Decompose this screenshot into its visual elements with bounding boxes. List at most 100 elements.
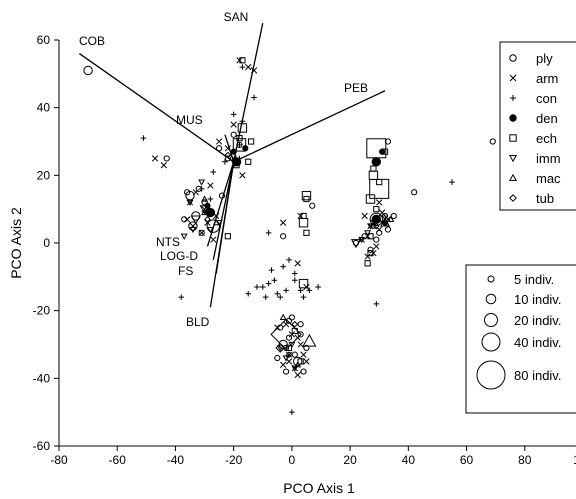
- point-imm: [282, 355, 290, 362]
- point-ply: [285, 334, 293, 341]
- point-imm: [350, 239, 361, 249]
- legend-marker-ech: [509, 134, 517, 142]
- point-imm: [198, 179, 206, 186]
- x-tick-label: 60: [460, 453, 474, 467]
- x-tick-label: 80: [518, 453, 532, 467]
- point-ech: [301, 190, 312, 201]
- point-mac: [212, 219, 220, 226]
- point-con: [286, 257, 292, 263]
- point-con: [265, 280, 272, 287]
- point-ply: [224, 155, 231, 162]
- point-arm: [294, 371, 301, 379]
- point-con: [239, 118, 246, 124]
- point-arm: [210, 236, 217, 243]
- point-con: [230, 111, 237, 118]
- legend-marker-mac: [508, 173, 518, 182]
- point-ech: [298, 218, 309, 228]
- point-ech: [285, 344, 293, 351]
- point-ply: [230, 131, 237, 138]
- vector-label: BLD: [186, 315, 210, 329]
- size-legend-circle: [484, 313, 498, 327]
- point-ech: [233, 162, 240, 169]
- point-arm: [280, 361, 287, 368]
- point-ech: [369, 178, 390, 199]
- legend-marker-imm: [508, 154, 518, 163]
- point-arm: [300, 351, 307, 358]
- point-arm: [183, 216, 191, 223]
- point-mac: [279, 313, 287, 321]
- x-tick-label: -20: [225, 453, 243, 467]
- legend-label: mac: [536, 171, 561, 186]
- x-tick-label: 20: [343, 453, 357, 467]
- point-arm: [160, 162, 167, 169]
- point-imm: [364, 230, 372, 237]
- point-arm: [250, 67, 258, 74]
- y-tick-label: 0: [43, 236, 50, 250]
- point-ech: [370, 165, 377, 172]
- point-ply: [198, 229, 205, 236]
- point-ech: [245, 158, 252, 165]
- point-ply: [83, 65, 93, 76]
- point-ech: [376, 179, 383, 186]
- point-arm: [373, 243, 380, 250]
- legend-label: imm: [536, 151, 561, 166]
- point-con: [251, 94, 257, 101]
- point-ply: [282, 368, 290, 375]
- point-con: [300, 294, 307, 300]
- legend-label: ech: [536, 131, 557, 146]
- point-ech: [368, 170, 379, 181]
- point-arm: [376, 199, 383, 206]
- point-ply: [376, 229, 383, 236]
- vector-line: [209, 161, 235, 308]
- point-ech: [236, 135, 243, 142]
- x-tick-label: -80: [50, 453, 68, 467]
- point-ech: [239, 57, 246, 64]
- point-ply: [163, 155, 170, 162]
- point-arm: [378, 209, 386, 216]
- point-arm: [151, 155, 159, 162]
- point-ply: [188, 221, 198, 231]
- point-arm: [303, 358, 310, 365]
- point-ech: [232, 138, 247, 152]
- point-arm: [192, 189, 199, 196]
- point-ply: [367, 246, 374, 253]
- x-tick-label: -60: [109, 453, 127, 467]
- vector-label: MUS: [176, 113, 203, 127]
- point-ply: [390, 212, 397, 220]
- point-ech: [373, 206, 380, 213]
- legend-label: den: [536, 111, 558, 126]
- y-axis-title: PCO Axis 2: [8, 207, 24, 279]
- point-arm: [239, 172, 246, 179]
- legend-box: [499, 41, 576, 211]
- point-con: [245, 290, 252, 297]
- x-tick-label: 100: [573, 453, 576, 467]
- size-legend-circle: [476, 360, 506, 390]
- point-ply: [384, 226, 392, 233]
- point-ech: [381, 148, 389, 155]
- size-legend-label: 5 indiv.: [514, 272, 554, 287]
- point-arm: [280, 219, 287, 226]
- legend-label: tub: [536, 191, 554, 206]
- point-ech: [297, 358, 304, 365]
- point-con: [292, 277, 298, 284]
- point-mac: [387, 215, 395, 222]
- point-ply: [303, 344, 310, 351]
- point-mac: [379, 217, 391, 227]
- point-arm: [294, 260, 301, 267]
- point-arm: [282, 321, 290, 328]
- point-ply: [280, 233, 287, 240]
- point-ply: [181, 216, 188, 223]
- point-ply: [369, 212, 384, 227]
- point-con: [449, 179, 455, 185]
- point-ech: [303, 195, 310, 203]
- point-mac: [294, 361, 302, 368]
- point-con: [297, 287, 304, 294]
- point-ech: [364, 260, 371, 267]
- point-con: [210, 169, 217, 175]
- point-den: [371, 157, 382, 167]
- point-tub: [373, 222, 380, 230]
- vector-line: [233, 90, 386, 163]
- point-imm: [199, 205, 210, 215]
- point-ply: [300, 368, 307, 375]
